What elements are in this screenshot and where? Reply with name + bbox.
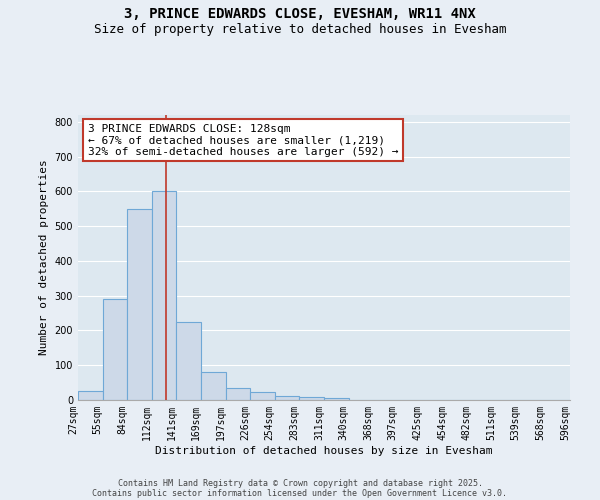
Text: Size of property relative to detached houses in Evesham: Size of property relative to detached ho… <box>94 22 506 36</box>
Bar <box>176 322 201 400</box>
Text: Contains public sector information licensed under the Open Government Licence v3: Contains public sector information licen… <box>92 488 508 498</box>
Text: 3, PRINCE EDWARDS CLOSE, EVESHAM, WR11 4NX: 3, PRINCE EDWARDS CLOSE, EVESHAM, WR11 4… <box>124 8 476 22</box>
Text: 3 PRINCE EDWARDS CLOSE: 128sqm
← 67% of detached houses are smaller (1,219)
32% : 3 PRINCE EDWARDS CLOSE: 128sqm ← 67% of … <box>88 124 398 157</box>
Bar <box>78 392 103 400</box>
Bar <box>250 392 275 400</box>
Bar <box>127 209 152 400</box>
Bar <box>324 398 349 400</box>
Bar <box>275 396 299 400</box>
Bar <box>152 192 176 400</box>
Y-axis label: Number of detached properties: Number of detached properties <box>39 160 49 356</box>
X-axis label: Distribution of detached houses by size in Evesham: Distribution of detached houses by size … <box>155 446 493 456</box>
Bar <box>299 397 324 400</box>
Bar <box>103 299 127 400</box>
Bar <box>201 372 226 400</box>
Bar <box>226 388 250 400</box>
Text: Contains HM Land Registry data © Crown copyright and database right 2025.: Contains HM Land Registry data © Crown c… <box>118 478 482 488</box>
